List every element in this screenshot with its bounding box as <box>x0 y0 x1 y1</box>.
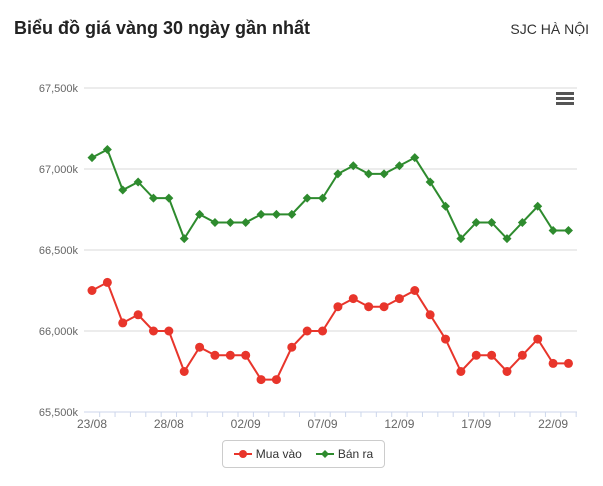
data-point <box>410 286 420 295</box>
chart-title: Biểu đồ giá vàng 30 ngày gần nhất <box>14 18 311 38</box>
data-point <box>563 226 573 236</box>
data-point <box>195 209 205 219</box>
data-point <box>102 145 112 155</box>
series-line <box>91 148 569 241</box>
data-point <box>517 217 527 227</box>
data-point <box>133 177 143 187</box>
data-point <box>118 185 128 195</box>
data-point <box>210 350 220 360</box>
x-tick-label: 12/09 <box>384 417 414 431</box>
data-point <box>471 217 481 227</box>
data-point <box>302 326 312 336</box>
legend-item-mua-vao[interactable]: Mua vào <box>233 447 302 461</box>
x-tick-label: 17/09 <box>461 417 491 431</box>
data-point <box>425 177 435 187</box>
data-point <box>148 326 158 336</box>
data-point <box>318 193 328 203</box>
data-point <box>271 209 281 219</box>
x-tick-label: 28/08 <box>154 417 184 431</box>
data-point <box>164 193 174 203</box>
data-point <box>271 375 281 385</box>
x-tick-label: 23/08 <box>77 417 107 431</box>
data-point <box>241 350 251 360</box>
legend-label: Bán ra <box>337 447 374 461</box>
data-point <box>241 217 251 227</box>
data-point <box>517 350 527 360</box>
data-point <box>333 169 343 179</box>
data-point <box>410 153 420 163</box>
data-point <box>87 286 97 295</box>
data-point <box>256 209 266 219</box>
data-point <box>133 310 143 320</box>
data-point <box>425 310 435 320</box>
data-point <box>379 302 389 312</box>
data-point <box>179 367 189 376</box>
x-tick-label: 02/09 <box>231 417 261 431</box>
data-point <box>348 294 358 304</box>
data-point <box>502 234 512 244</box>
data-point <box>456 234 466 244</box>
data-point <box>348 161 358 171</box>
data-point <box>164 326 174 336</box>
y-tick-label: 66,000k <box>39 326 79 338</box>
data-point <box>379 169 389 179</box>
legend-item-ban-ra[interactable]: Bán ra <box>315 447 374 461</box>
data-point <box>441 334 451 344</box>
data-point <box>179 234 189 244</box>
data-point <box>394 161 404 171</box>
hamburger-menu-icon[interactable] <box>556 92 574 106</box>
data-point <box>195 342 205 352</box>
data-point <box>471 350 481 360</box>
y-tick-label: 66,500k <box>39 245 79 257</box>
data-point <box>302 193 312 203</box>
data-point <box>287 342 297 352</box>
source-label: SJC HÀ NỘI <box>510 21 589 37</box>
data-point <box>102 277 112 287</box>
data-point <box>487 217 497 227</box>
data-point <box>318 326 328 336</box>
data-point <box>287 209 297 219</box>
data-point <box>533 201 543 211</box>
legend-label: Mua vào <box>255 447 302 461</box>
data-point <box>487 350 497 360</box>
y-tick-label: 67,500k <box>39 83 79 95</box>
x-tick-label: 07/09 <box>308 417 338 431</box>
data-point <box>333 302 343 312</box>
data-point <box>502 367 512 376</box>
y-tick-label: 65,500k <box>39 407 79 419</box>
data-point <box>441 201 451 211</box>
data-point <box>548 226 558 236</box>
data-point <box>225 217 235 227</box>
data-point <box>256 375 266 385</box>
legend: Mua vào Bán ra <box>222 440 385 468</box>
data-point <box>118 318 128 328</box>
data-point <box>87 153 97 163</box>
data-point <box>548 358 558 368</box>
data-point <box>364 302 374 312</box>
data-point <box>563 358 573 368</box>
data-point <box>533 334 543 344</box>
y-tick-label: 67,000k <box>39 164 79 176</box>
data-point <box>225 350 235 360</box>
data-point <box>394 294 404 304</box>
data-point <box>210 217 220 227</box>
data-point <box>364 169 374 179</box>
data-point <box>456 367 466 376</box>
data-point <box>148 193 158 203</box>
x-tick-label: 22/09 <box>538 417 568 431</box>
